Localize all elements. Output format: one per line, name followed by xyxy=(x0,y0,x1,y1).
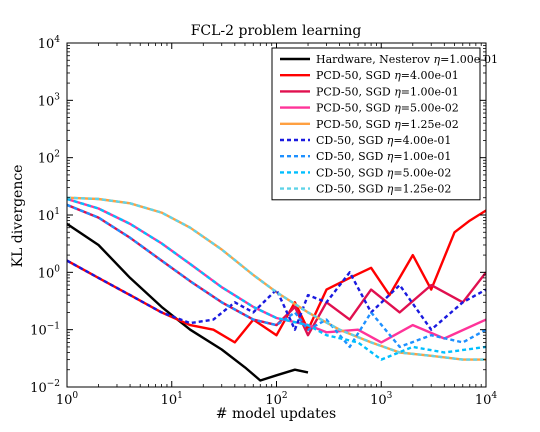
legend: Hardware, Nesterov η=1.00e-01 PCD-50, SGD… xyxy=(271,47,498,201)
x-tick-label: 104 xyxy=(475,391,498,408)
y-tick-label: 10−2 xyxy=(30,379,60,396)
series-layer xyxy=(67,196,486,382)
series-line-6 xyxy=(67,259,486,331)
y-tick-label: 104 xyxy=(38,35,61,52)
y-tick-label: 103 xyxy=(38,92,61,109)
legend-entry: PCD-50, SGD η=1.25e-02 xyxy=(316,118,459,131)
legend-entry: CD-50, SGD η=4.00e-01 xyxy=(316,134,451,147)
y-tick-label: 101 xyxy=(38,207,60,224)
series-line-4 xyxy=(67,197,486,344)
x-tick-label: 100 xyxy=(56,391,79,408)
legend-entry: Hardware, Nesterov η=1.00e-01 xyxy=(316,53,498,66)
y-tick-label: 10−1 xyxy=(30,322,60,339)
chart-title: FCL-2 problem learning xyxy=(191,23,362,39)
series-line-3 xyxy=(67,203,486,337)
y-axis-label: KL divergence xyxy=(10,165,26,268)
legend-entry: CD-50, SGD η=1.00e-01 xyxy=(316,150,451,163)
legend-entry: PCD-50, SGD η=4.00e-01 xyxy=(316,69,459,82)
x-tick-label: 101 xyxy=(161,391,183,408)
x-tick-label: 103 xyxy=(370,391,393,408)
x-axis-ticks: 100 101 102 103 104 xyxy=(56,43,498,408)
y-tick-label: 100 xyxy=(38,264,61,281)
series-line-9 xyxy=(67,196,486,361)
series-line-1 xyxy=(67,222,309,382)
legend-entry: PCD-50, SGD η=1.00e-01 xyxy=(316,85,459,98)
x-axis-label: # model updates xyxy=(216,406,336,422)
y-tick-label: 102 xyxy=(38,150,60,167)
legend-entry: PCD-50, SGD η=5.00e-02 xyxy=(316,102,459,115)
series-line-8 xyxy=(67,197,486,361)
legend-entry: CD-50, SGD η=5.00e-02 xyxy=(316,166,451,179)
x-tick-label: 102 xyxy=(265,391,287,408)
legend-entry: CD-50, SGD η=1.25e-02 xyxy=(316,183,451,196)
y-axis-ticks: 10−2 10−1 100 101 102 103 104 xyxy=(30,35,486,396)
